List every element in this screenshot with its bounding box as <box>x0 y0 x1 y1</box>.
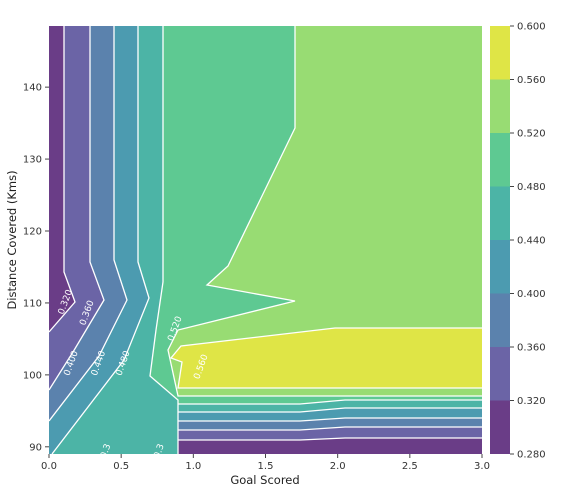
colorbar-segment-1 <box>490 347 510 401</box>
contour-line-2 <box>49 26 128 422</box>
x-tick-label-1: 0.5 <box>113 461 129 472</box>
colorbar-tick-label-0: 0.280 <box>517 450 546 461</box>
contour-lines <box>49 26 482 454</box>
contour-line-5 <box>167 26 482 397</box>
colorbar <box>490 26 510 454</box>
y-tick-label-2: 110 <box>23 298 42 309</box>
y-tick-label-1: 100 <box>23 370 42 381</box>
contour-line-9 <box>178 417 482 422</box>
contour-line-11 <box>178 437 482 441</box>
contour-fill-11 <box>178 438 482 454</box>
contour-line-3 <box>51 26 150 454</box>
y-tick-label-0: 90 <box>29 442 42 453</box>
y-tick-label-3: 120 <box>23 227 42 238</box>
contour-fill-6 <box>49 26 75 332</box>
x-tick-label-6: 3.0 <box>474 461 490 472</box>
colorbar-tick-label-4: 0.440 <box>517 236 546 247</box>
contour-line-6 <box>169 327 482 389</box>
colorbar-tick-label-7: 0.560 <box>517 75 546 86</box>
contour-label-7: 0.3 <box>99 443 113 460</box>
colorbar-tick-label-3: 0.400 <box>517 289 546 300</box>
colorbar-segment-3 <box>490 240 510 294</box>
contour-line-1 <box>49 26 105 391</box>
colorbar-segment-5 <box>490 133 510 187</box>
colorbar-segment-4 <box>490 186 510 240</box>
y-tick-label-4: 130 <box>23 155 42 166</box>
colorbar-ticks: 0.280 0.320 0.360 0.400 0.440 0.480 0.520 0.560… <box>510 22 546 461</box>
x-tick-label-2: 1.0 <box>185 461 201 472</box>
x-tick-label-5: 2.5 <box>402 461 418 472</box>
x-axis-ticks: 0.0 0.5 1.0 1.5 2.0 2.5 3.0 <box>41 454 490 472</box>
colorbar-segment-7 <box>490 26 510 80</box>
x-tick-label-0: 0.0 <box>41 461 57 472</box>
contour-line-0 <box>49 26 76 333</box>
colorbar-tick-label-8: 0.600 <box>517 22 546 33</box>
y-axis-ticks: 90 100 110 120 130 140 <box>23 83 49 453</box>
colorbar-segment-6 <box>490 79 510 133</box>
contour-label-8: 0.3 <box>153 443 167 460</box>
colorbar-segment-0 <box>490 400 510 454</box>
colorbar-tick-label-6: 0.520 <box>517 129 546 140</box>
colorbar-tick-label-5: 0.480 <box>517 182 546 193</box>
x-tick-label-3: 1.5 <box>258 461 274 472</box>
y-axis-label: Distance Covered (Kms) <box>5 170 19 309</box>
colorbar-tick-label-2: 0.360 <box>517 343 546 354</box>
contour-line-10 <box>178 426 482 431</box>
x-axis-label: Goal Scored <box>230 473 299 487</box>
y-tick-label-5: 140 <box>23 83 42 94</box>
colorbar-tick-label-1: 0.320 <box>517 396 546 407</box>
contour-line-8 <box>178 407 482 413</box>
contour-fill-12 <box>171 328 482 388</box>
contour-line-7 <box>178 399 482 405</box>
colorbar-segment-2 <box>490 293 510 347</box>
contour-fills <box>49 26 482 454</box>
x-tick-label-4: 2.0 <box>330 461 346 472</box>
contour-line-4 <box>149 26 179 454</box>
